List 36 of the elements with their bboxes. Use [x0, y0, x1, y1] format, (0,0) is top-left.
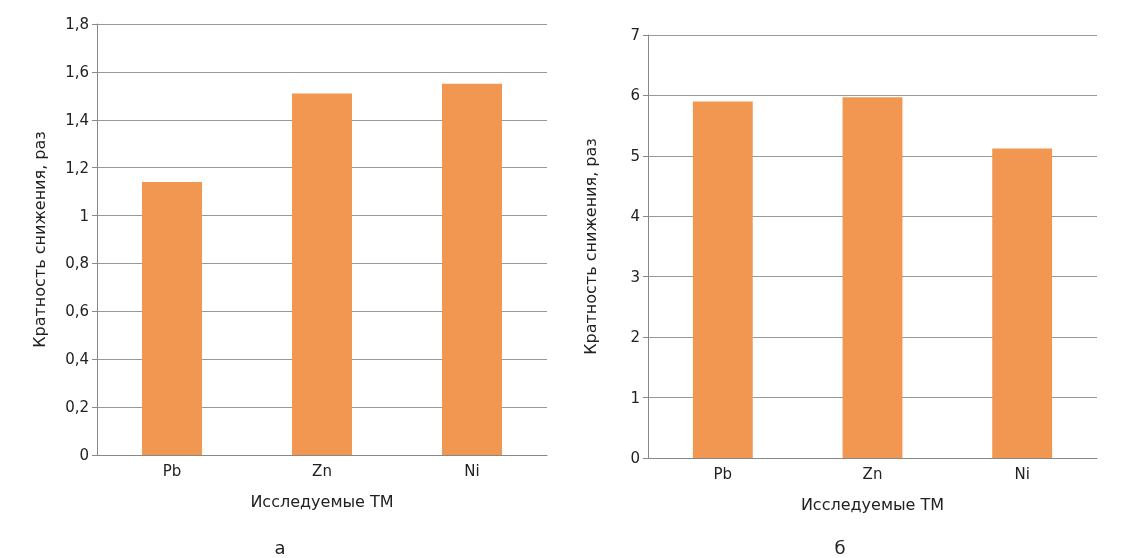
- y-tick-label: 1: [630, 388, 640, 407]
- y-tick-label: 1: [79, 206, 89, 225]
- y-tick-label: 7: [630, 26, 640, 44]
- x-axis-title: Исследуемые ТМ: [250, 491, 394, 511]
- y-tick-label: 1,6: [65, 62, 89, 81]
- y-tick-label: 0,2: [65, 398, 89, 417]
- x-tick-label: Pb: [713, 464, 733, 483]
- bar: [142, 182, 202, 455]
- y-axis-title: Кратность снижения, раз: [580, 138, 600, 355]
- y-axis-title: Кратность снижения, раз: [29, 131, 49, 348]
- y-tick-label: 1,8: [65, 15, 89, 33]
- text: а: [274, 536, 286, 558]
- x-tick-label: Pb: [162, 461, 182, 480]
- y-tick-label: 0: [79, 446, 89, 464]
- y-tick-label: 5: [630, 146, 640, 165]
- text: б: [834, 536, 846, 558]
- y-tick-label: 3: [630, 267, 640, 286]
- bar: [992, 148, 1053, 458]
- bar: [842, 97, 903, 458]
- x-tick-label: Ni: [1014, 464, 1030, 483]
- y-tick-label: 2: [630, 328, 640, 347]
- bar: [292, 93, 352, 455]
- y-tick-label: 0,8: [65, 254, 89, 273]
- x-axis-title: Исследуемые ТМ: [800, 494, 945, 514]
- y-tick-label: 1,4: [65, 110, 89, 129]
- y-tick-label: 4: [630, 207, 640, 226]
- y-tick-label: 0,4: [65, 350, 89, 369]
- y-tick-label: 0: [630, 449, 640, 467]
- x-tick-label: Zn: [862, 464, 883, 483]
- y-tick-label: 6: [630, 86, 640, 105]
- bar: [442, 83, 502, 455]
- x-tick-label: Ni: [464, 461, 480, 480]
- y-tick-label: 0,6: [65, 302, 89, 321]
- y-tick-label: 1,2: [65, 158, 89, 177]
- bar: [692, 101, 753, 458]
- x-tick-label: Zn: [312, 461, 332, 480]
